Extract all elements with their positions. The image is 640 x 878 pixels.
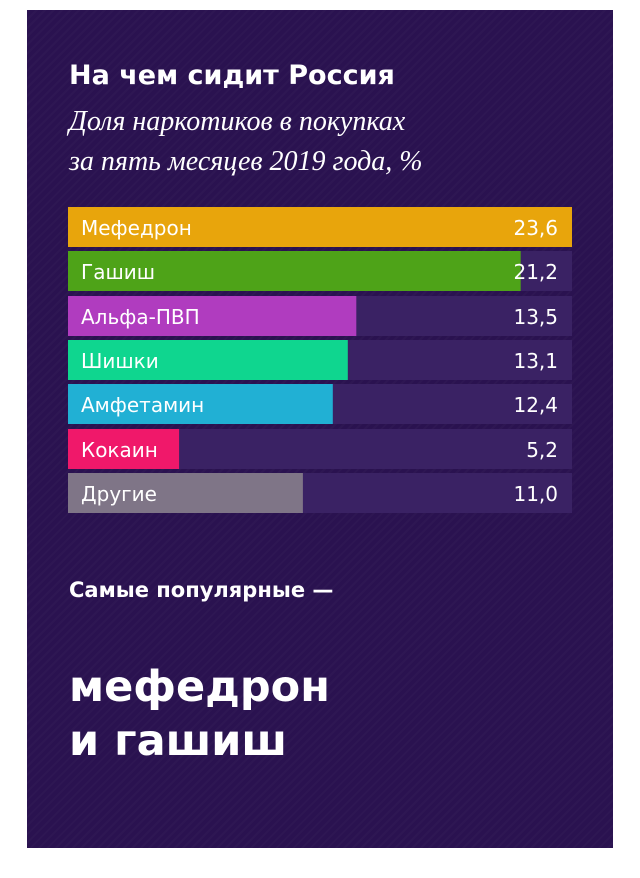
bar-category-label: Мефедрон [81,216,192,240]
bar-category-label: Шишки [81,349,159,373]
bar-7 [68,473,303,513]
bar-value-label: 13,5 [513,305,558,329]
bar-value-label: 13,1 [513,349,558,373]
bar-category-label: Альфа-ПВП [81,305,200,329]
highlight-line-2: и гашиш [69,716,288,766]
bar-value-label: 11,0 [513,482,558,506]
bar-5 [68,384,333,424]
bar-value-label: 12,4 [513,393,558,417]
bar-chart: Мефедрон 23,6 Гашиш 21,2 Альфа-ПВП 13,5 Шишки 1… [68,207,572,517]
chart-title: На чем сидит Россия [69,60,395,91]
bar-category-label: Кокаин [81,438,158,462]
bar-value-label: 23,6 [513,216,558,240]
chart-subtitle: Доля наркотиков в покупках за пять месяц… [69,102,569,182]
highlight-line-1: мефедрон [69,662,330,712]
bar-category-label: Амфетамин [81,393,204,417]
bar-6 [68,429,180,469]
bar-value-label: 21,2 [513,260,558,284]
bar-value-label: 5,2 [526,438,558,462]
subtitle-line-2: за пять месяцев 2019 года, % [69,146,423,177]
bar-4 [68,340,348,380]
conclusion-lead: Самые популярные — [69,578,334,602]
bar-category-label: Гашиш [81,260,155,284]
bar-3 [68,296,357,336]
infographic-card: На чем сидит Россия Доля наркотиков в по… [27,10,613,848]
bar-1 [68,207,572,247]
bar-2 [68,251,521,291]
subtitle-line-1: Доля наркотиков в покупках [69,106,406,137]
bar-category-label: Другие [81,482,157,506]
conclusion-highlight: мефедрон и гашиш [69,660,330,768]
bar-chart-svg: Мефедрон 23,6 Гашиш 21,2 Альфа-ПВП 13,5 Шишки 1… [68,207,572,513]
